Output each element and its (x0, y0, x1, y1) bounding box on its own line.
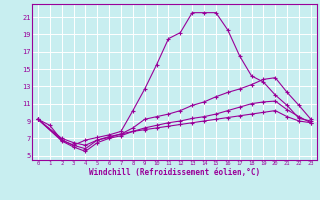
X-axis label: Windchill (Refroidissement éolien,°C): Windchill (Refroidissement éolien,°C) (89, 168, 260, 177)
